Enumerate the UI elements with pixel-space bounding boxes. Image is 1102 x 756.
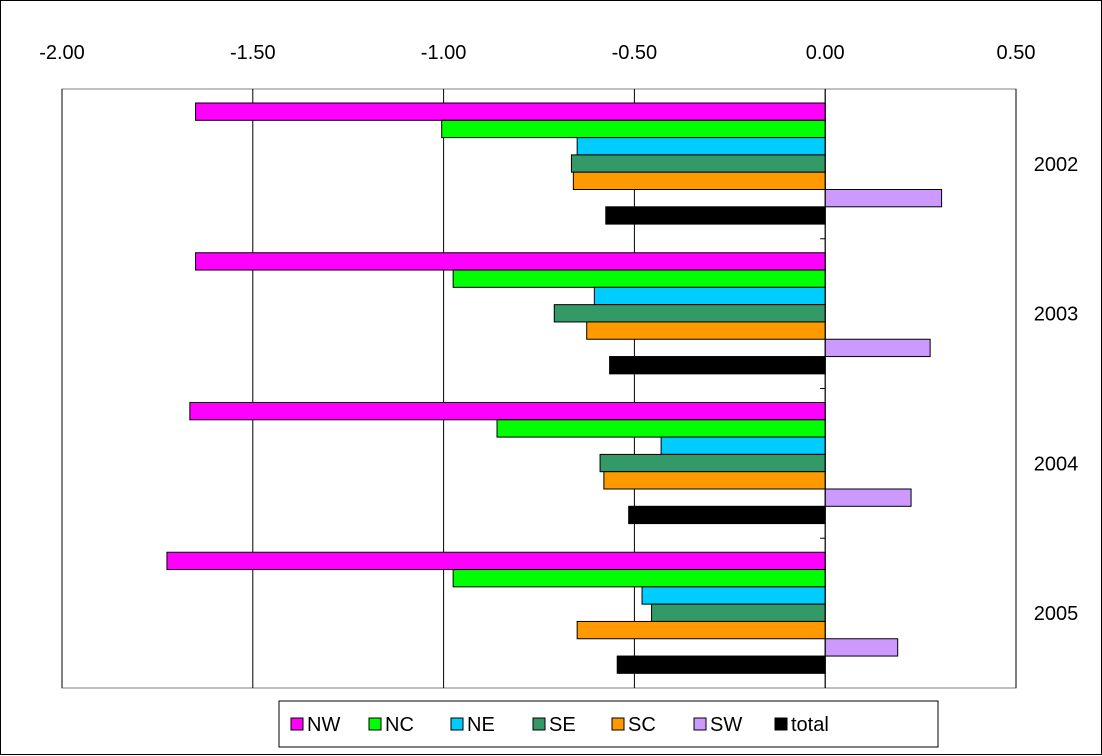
- bar-NE-2003: [593, 286, 826, 306]
- legend-label-NW: NW: [307, 714, 340, 736]
- legend-label-SC: SC: [628, 714, 656, 736]
- bar-total-2002: [605, 206, 826, 225]
- bar-SE-2005: [651, 603, 826, 622]
- bar-total-2003: [609, 356, 826, 375]
- x-tick-label: -1.00: [421, 42, 467, 64]
- y-category-label: 2003: [1034, 304, 1079, 326]
- legend-swatch-SE: [532, 717, 546, 731]
- y-category-label: 2002: [1034, 154, 1079, 176]
- bar-NW-2005: [166, 551, 826, 571]
- bar-NC-2003: [452, 269, 826, 288]
- bar-NW-2004: [189, 402, 826, 421]
- legend-label-SE: SE: [549, 714, 576, 736]
- bar-SC-2004: [603, 471, 826, 490]
- bar-NE-2005: [641, 586, 826, 605]
- bar-SW-2005: [824, 638, 899, 657]
- x-tick-label: 0.00: [806, 42, 845, 64]
- legend-label-NC: NC: [385, 714, 414, 736]
- legend-swatch-total: [774, 717, 788, 731]
- legend-swatch-NE: [450, 717, 464, 731]
- x-tick-label: -0.50: [612, 42, 658, 64]
- bar-SC-2005: [576, 620, 826, 640]
- bar-SE-2002: [570, 154, 826, 173]
- bar-SW-2003: [824, 338, 931, 358]
- bar-NW-2003: [195, 252, 826, 271]
- legend-swatch-SC: [611, 717, 625, 731]
- legend-swatch-NW: [290, 717, 304, 731]
- bar-NW-2002: [195, 102, 826, 121]
- legend-swatch-NC: [368, 717, 382, 731]
- legend-swatch-SW: [693, 717, 707, 731]
- bar-NE-2002: [576, 137, 826, 156]
- bar-total-2004: [628, 505, 826, 525]
- bar-total-2005: [616, 655, 826, 674]
- bar-NC-2005: [452, 569, 826, 588]
- y-category-label: 2005: [1034, 603, 1079, 625]
- legend-label-total: total: [791, 714, 829, 736]
- bar-NE-2004: [660, 436, 826, 455]
- bar-SC-2002: [572, 171, 826, 190]
- x-tick-label: -1.50: [230, 42, 276, 64]
- bar-SW-2004: [824, 488, 912, 507]
- x-tick-label: 0.50: [997, 42, 1036, 64]
- x-tick-label: -2.00: [39, 42, 85, 64]
- bar-NC-2004: [496, 419, 826, 438]
- bar-SE-2004: [599, 453, 826, 473]
- legend: [278, 700, 939, 748]
- bar-NC-2002: [441, 119, 826, 139]
- bar-SW-2002: [824, 189, 943, 208]
- bar-SC-2003: [586, 321, 826, 340]
- plot-area: [61, 88, 1017, 689]
- legend-label-SW: SW: [710, 714, 742, 736]
- bar-SE-2003: [553, 304, 826, 323]
- legend-label-NE: NE: [467, 714, 495, 736]
- y-category-label: 2004: [1034, 453, 1079, 475]
